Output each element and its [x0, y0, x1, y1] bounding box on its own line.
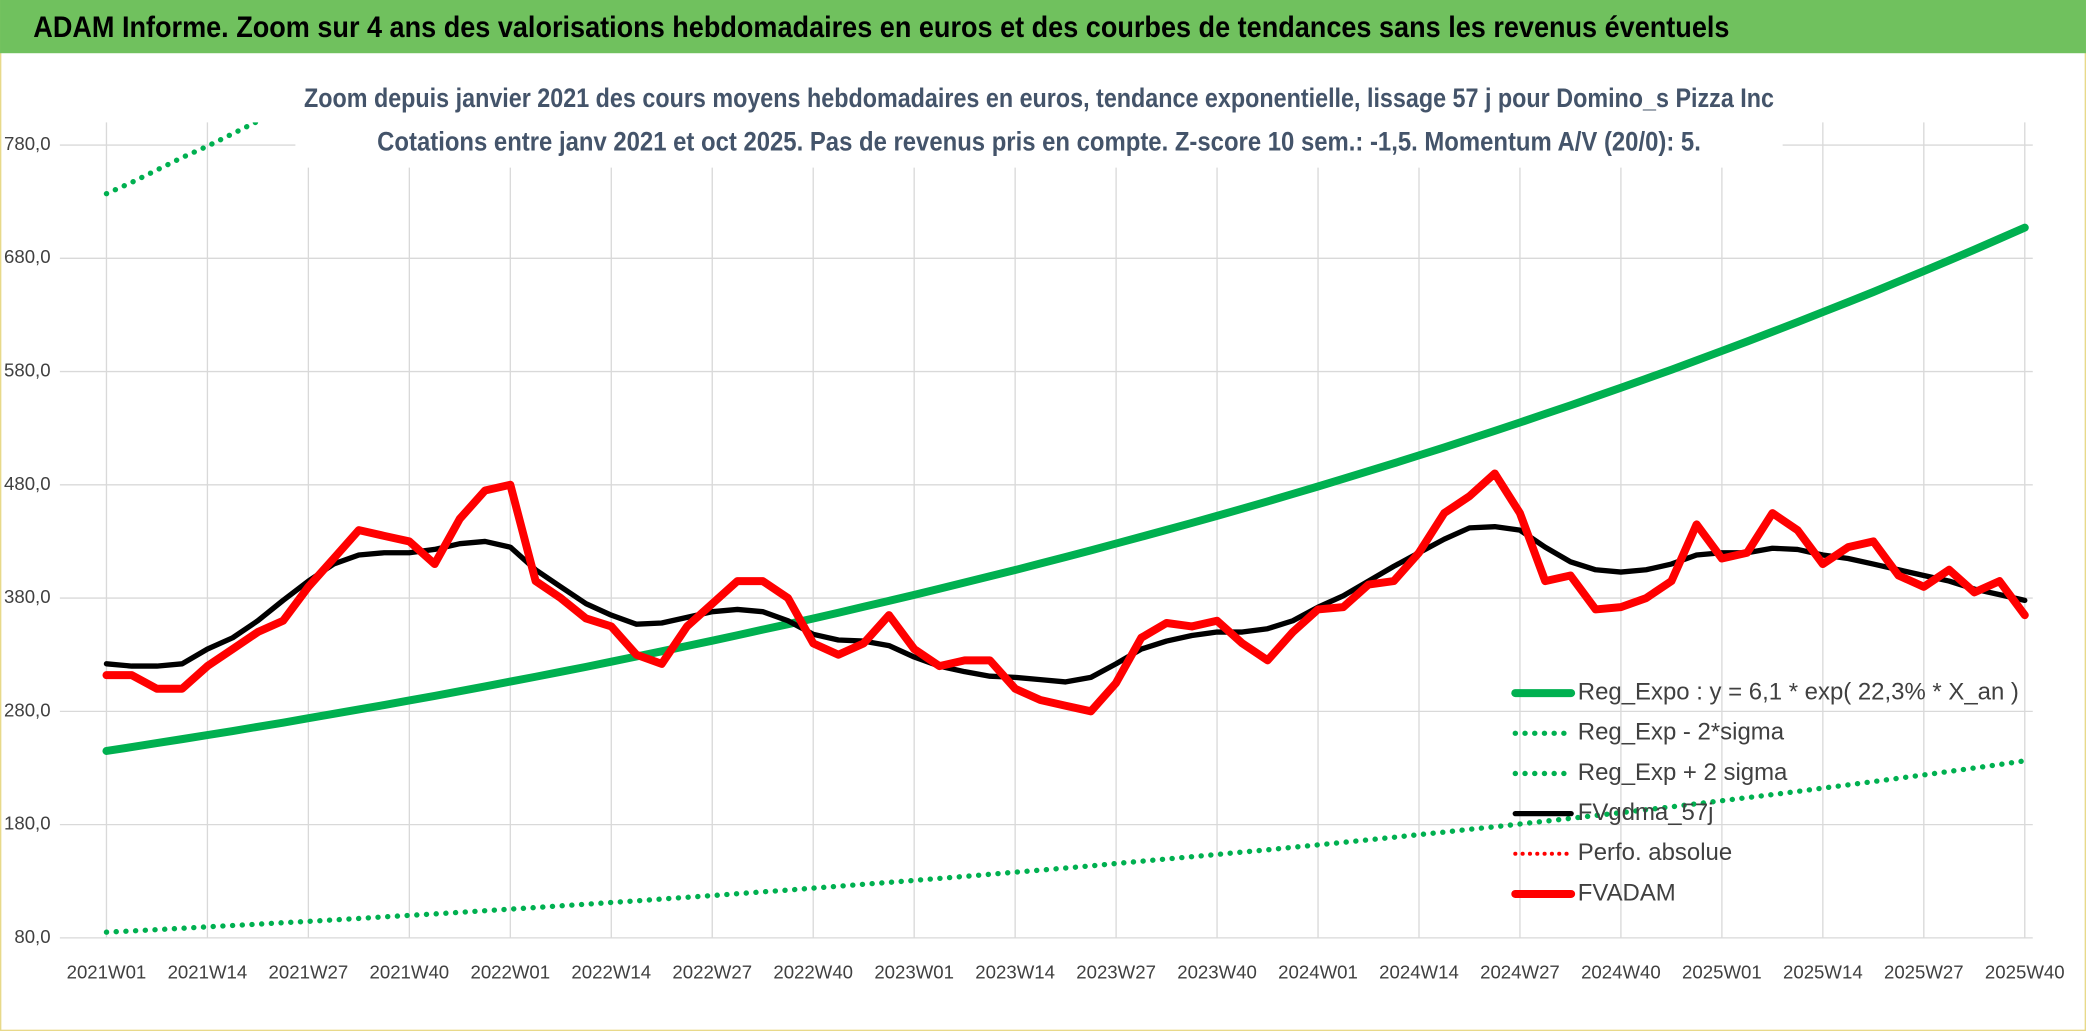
legend-label: Reg_Exp + 2 sigma — [1578, 759, 1788, 786]
x-tick-label: 2022W27 — [672, 962, 752, 983]
x-tick-label: 2025W14 — [1783, 962, 1863, 983]
legend-label: Reg_Exp - 2*sigma — [1578, 719, 1785, 746]
legend: Reg_Expo : y = 6,1 * exp( 22,3% * X_an )… — [1511, 678, 2019, 906]
x-tick-label: 2023W40 — [1177, 962, 1257, 983]
legend-label: Reg_Expo : y = 6,1 * exp( 22,3% * X_an ) — [1578, 678, 2019, 705]
banner — [0, 0, 2086, 54]
x-tick-label: 2025W01 — [1682, 962, 1762, 983]
x-tick-label: 2021W14 — [168, 962, 248, 983]
y-tick-label: 780,0 — [4, 133, 51, 154]
chart-subtitle: Cotations entre janv 2021 et oct 2025. P… — [377, 127, 1701, 157]
series-line — [102, 469, 2029, 716]
legend-label: FVgdma_57j — [1578, 799, 1714, 826]
series-line — [102, 223, 2029, 755]
y-tick-label: 480,0 — [4, 473, 51, 494]
title-box — [295, 74, 1783, 168]
x-tick-label: 2021W01 — [67, 962, 147, 983]
y-tick-label: 80,0 — [14, 926, 50, 947]
y-tick-label: 280,0 — [4, 699, 51, 720]
x-tick-label: 2023W27 — [1076, 962, 1156, 983]
plot — [102, 122, 2029, 935]
grid: 80,0 180,0 280,0 380,0 480,0 580,0 680,0 780,0 2… — [4, 122, 2065, 983]
series-line — [103, 524, 2028, 685]
y-tick-label: 380,0 — [4, 586, 51, 607]
x-tick-label: 2023W01 — [874, 962, 954, 983]
x-tick-label: 2022W14 — [571, 962, 651, 983]
y-tick-label: 580,0 — [4, 359, 51, 380]
x-tick-label: 2025W40 — [1985, 962, 2065, 983]
x-tick-label: 2021W27 — [269, 962, 349, 983]
series-line — [103, 758, 2028, 935]
x-tick-label: 2021W40 — [370, 962, 450, 983]
banner-title: ADAM Informe. Zoom sur 4 ans des valoris… — [33, 12, 1729, 44]
x-tick-label: 2023W14 — [975, 962, 1055, 983]
x-tick-label: 2025W27 — [1884, 962, 1964, 983]
x-tick-label: 2024W14 — [1379, 962, 1459, 983]
y-tick-label: 180,0 — [4, 813, 51, 834]
y-tick-label: 680,0 — [4, 246, 51, 267]
legend-label: Perfo. absolue — [1578, 839, 1732, 866]
x-tick-label: 2024W40 — [1581, 962, 1661, 983]
chart-title: Zoom depuis janvier 2021 des cours moyen… — [304, 83, 1774, 113]
x-tick-label: 2024W01 — [1278, 962, 1358, 983]
x-tick-label: 2022W40 — [773, 962, 853, 983]
x-tick-label: 2024W27 — [1480, 962, 1560, 983]
legend-label: FVADAM — [1578, 879, 1676, 906]
x-tick-label: 2022W01 — [470, 962, 550, 983]
